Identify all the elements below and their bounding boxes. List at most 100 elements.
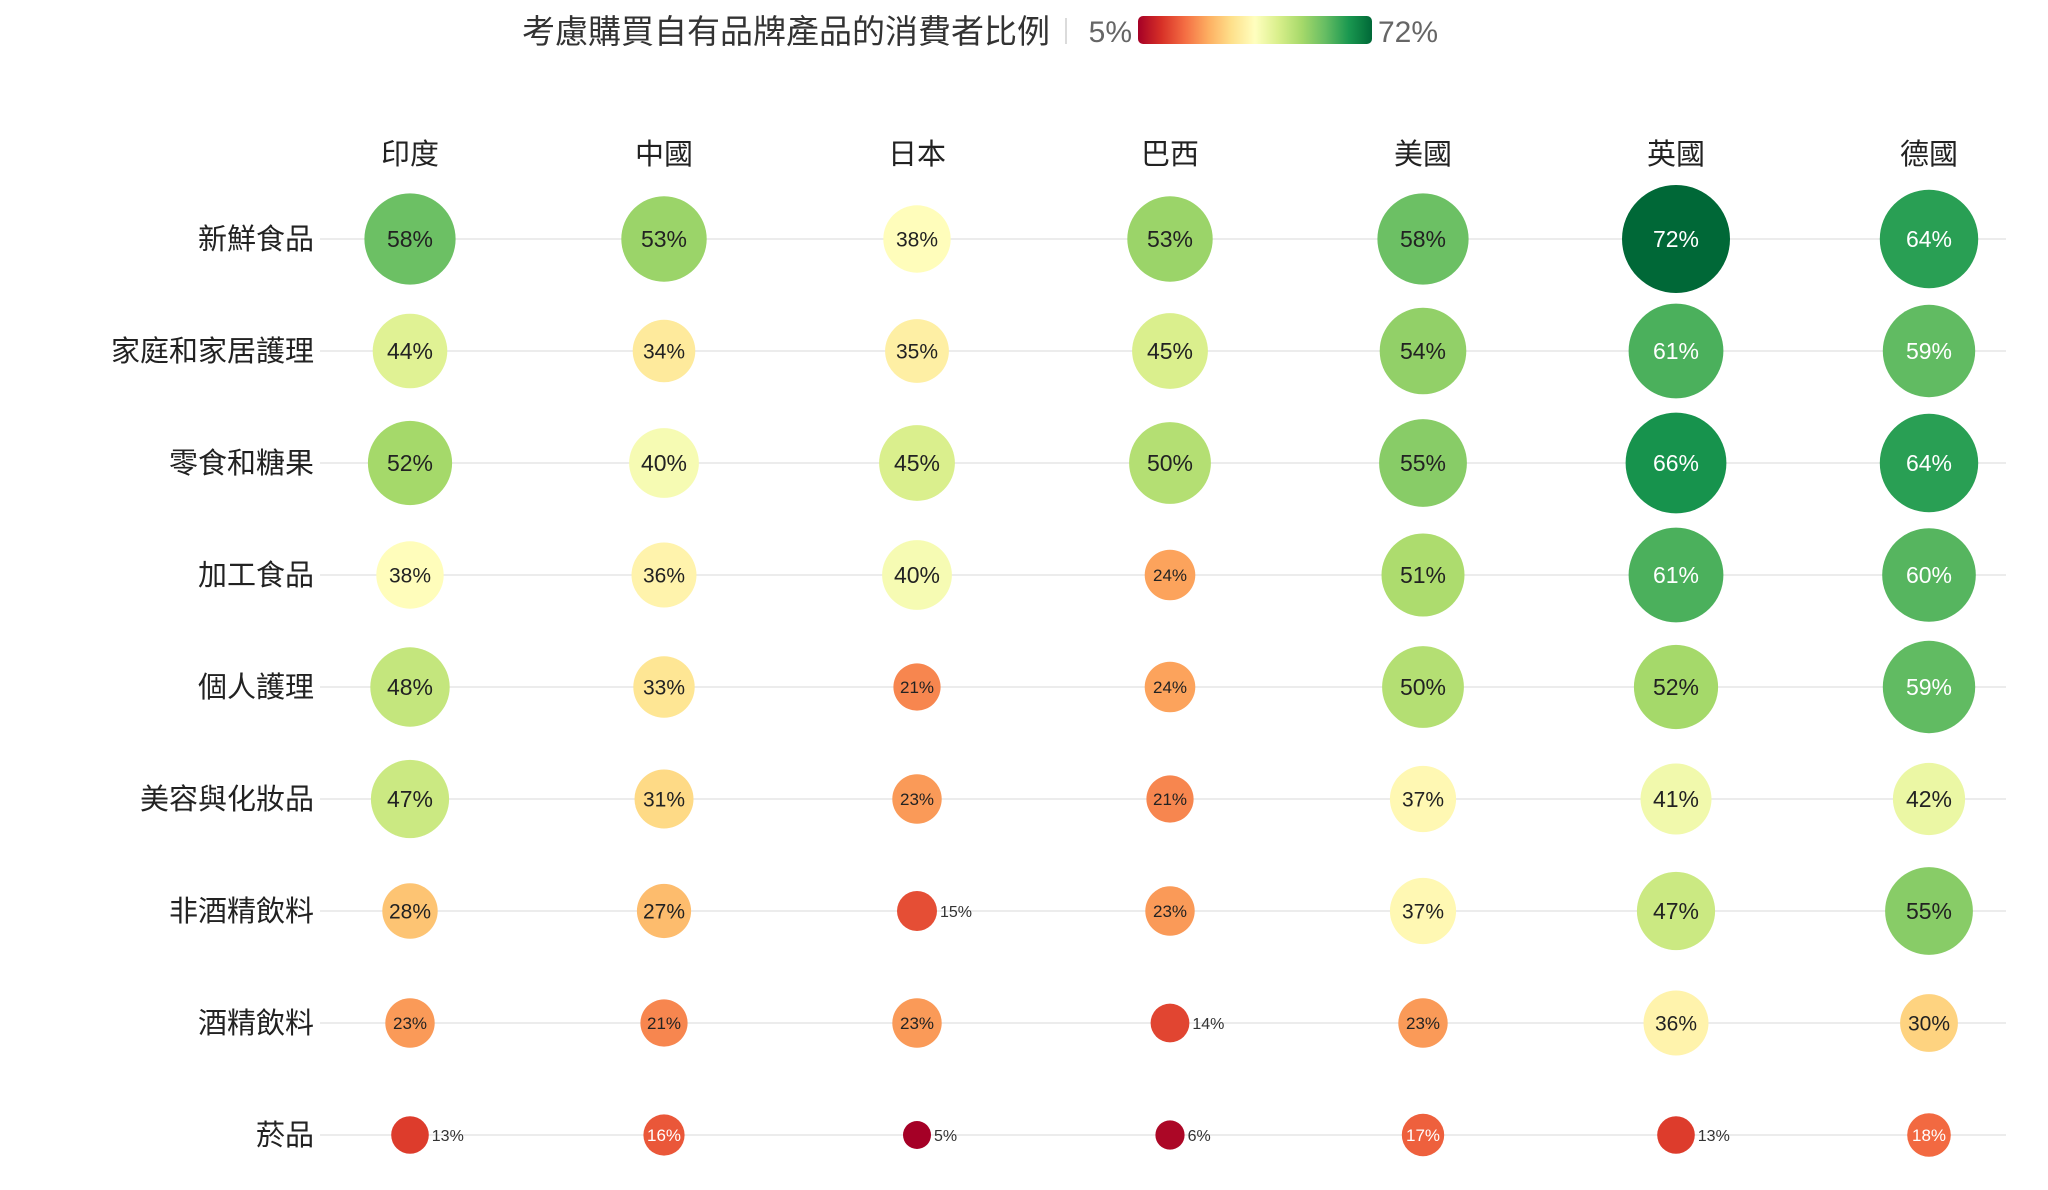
bubble-value-label: 36% bbox=[643, 564, 685, 587]
bubble-circle bbox=[372, 313, 448, 389]
bubble: 61% bbox=[1628, 527, 1724, 623]
color-scale-bar bbox=[1138, 16, 1372, 44]
bubble: 60% bbox=[1882, 528, 1976, 622]
row-label: 非酒精飲料 bbox=[169, 894, 314, 928]
row-label: 新鮮食品 bbox=[198, 222, 314, 256]
bubble: 55% bbox=[1885, 867, 1973, 955]
legend-min-label: 5% bbox=[1089, 16, 1132, 49]
bubble-value-label: 37% bbox=[1402, 788, 1444, 811]
bubble-circle bbox=[1377, 193, 1469, 285]
bubble: 44% bbox=[372, 313, 448, 389]
bubble-circle bbox=[1146, 775, 1194, 823]
bubble-value-label: 42% bbox=[1906, 786, 1952, 812]
bubble-circle bbox=[633, 656, 695, 718]
bubble: 38% bbox=[883, 205, 951, 273]
column-label: 日本 bbox=[888, 137, 946, 171]
bubble-circle bbox=[1401, 1113, 1445, 1157]
bubble: 53% bbox=[621, 196, 707, 282]
bubble-circle bbox=[634, 769, 694, 829]
bubble: 40% bbox=[882, 540, 952, 610]
bubble-value-label: 31% bbox=[643, 788, 685, 811]
bubble-value-label: 23% bbox=[1153, 902, 1187, 921]
bubble-value-label: 27% bbox=[643, 900, 685, 923]
bubble-circle bbox=[1150, 1003, 1190, 1043]
bubble-value-label: 41% bbox=[1653, 786, 1699, 812]
bubble-value-label: 40% bbox=[641, 450, 687, 476]
bubble: 59% bbox=[1882, 304, 1976, 398]
bubble-circle bbox=[1882, 528, 1976, 622]
row-label: 零食和糖果 bbox=[169, 446, 314, 480]
bubble-value-label: 59% bbox=[1906, 338, 1952, 364]
bubble-value-label: 38% bbox=[896, 228, 938, 251]
bubble-value-label: 47% bbox=[1653, 898, 1699, 924]
bubble: 47% bbox=[370, 759, 450, 839]
bubble-value-label: 13% bbox=[1698, 1128, 1730, 1145]
bubble-circle bbox=[1628, 303, 1724, 399]
bubble-value-label: 51% bbox=[1400, 562, 1446, 588]
bubble: 24% bbox=[1144, 661, 1196, 713]
bubble: 21% bbox=[1146, 775, 1194, 823]
bubble: 31% bbox=[634, 769, 694, 829]
bubble: 30% bbox=[1900, 994, 1958, 1052]
bubble: 23% bbox=[1398, 998, 1448, 1048]
bubble: 54% bbox=[1379, 307, 1467, 395]
column-labels: 印度 中國 日本 巴西 美國 英國 德國 bbox=[381, 137, 1958, 171]
bubble: 59% bbox=[1882, 640, 1976, 734]
bubble: 21% bbox=[893, 663, 941, 711]
bubble-circle bbox=[1398, 998, 1448, 1048]
bubble: 64% bbox=[1879, 413, 1979, 513]
bubble-value-label: 48% bbox=[387, 674, 433, 700]
bubble: 64% bbox=[1879, 189, 1979, 289]
bubble-circle bbox=[1132, 313, 1208, 389]
bubble-value-label: 23% bbox=[900, 790, 934, 809]
bubble-circle bbox=[1900, 994, 1958, 1052]
row-label: 加工食品 bbox=[198, 558, 314, 592]
bubble-circle bbox=[1625, 412, 1727, 514]
bubble-value-label: 17% bbox=[1406, 1126, 1440, 1145]
bubble-circle bbox=[1882, 304, 1976, 398]
bubble: 6% bbox=[1155, 1120, 1211, 1150]
bubble-circle bbox=[632, 319, 696, 383]
bubble-value-label: 64% bbox=[1906, 450, 1952, 476]
bubble-value-label: 72% bbox=[1653, 226, 1699, 252]
bubble: 24% bbox=[1144, 549, 1196, 601]
bubble-circle bbox=[1127, 196, 1213, 282]
bubble-circle bbox=[1144, 549, 1196, 601]
row-label: 家庭和家居護理 bbox=[111, 334, 314, 368]
bubble-value-label: 18% bbox=[1912, 1126, 1946, 1145]
bubble-circle bbox=[892, 774, 942, 824]
bubble-value-label: 34% bbox=[643, 340, 685, 363]
bubble-value-label: 23% bbox=[1406, 1014, 1440, 1033]
column-label: 巴西 bbox=[1141, 137, 1199, 171]
bubble-circle bbox=[1379, 307, 1467, 395]
bubble-circle bbox=[1628, 527, 1724, 623]
bubble-circle bbox=[1885, 867, 1973, 955]
bubble-value-label: 45% bbox=[894, 450, 940, 476]
bubble-circle bbox=[364, 193, 456, 285]
bubble: 52% bbox=[367, 420, 453, 506]
bubble-circle bbox=[640, 999, 688, 1047]
bubble-value-label: 52% bbox=[1653, 674, 1699, 700]
column-label: 印度 bbox=[381, 137, 439, 171]
row-label: 酒精飲料 bbox=[198, 1006, 314, 1040]
bubble: 27% bbox=[636, 883, 692, 939]
bubble-circle bbox=[1145, 886, 1195, 936]
bubble-value-label: 64% bbox=[1906, 226, 1952, 252]
bubble-circle bbox=[391, 1116, 429, 1154]
bubble: 50% bbox=[1382, 646, 1464, 728]
bubble-circle bbox=[1381, 533, 1465, 617]
bubble-circle bbox=[1636, 871, 1716, 951]
bubble-value-label: 66% bbox=[1653, 450, 1699, 476]
bubble: 23% bbox=[892, 998, 942, 1048]
bubble: 42% bbox=[1892, 762, 1966, 836]
bubble: 38% bbox=[376, 541, 444, 609]
bubble-value-label: 50% bbox=[1400, 674, 1446, 700]
bubble-circle bbox=[1622, 185, 1730, 293]
bubble-circle bbox=[631, 542, 697, 608]
column-label: 英國 bbox=[1647, 137, 1705, 171]
bubble: 47% bbox=[1636, 871, 1716, 951]
bubble: 18% bbox=[1907, 1113, 1951, 1157]
bubble-value-label: 14% bbox=[1192, 1016, 1224, 1033]
bubble-value-label: 21% bbox=[900, 678, 934, 697]
chart-title: 考慮購買自有品牌產品的消費者比例 bbox=[522, 12, 1050, 51]
